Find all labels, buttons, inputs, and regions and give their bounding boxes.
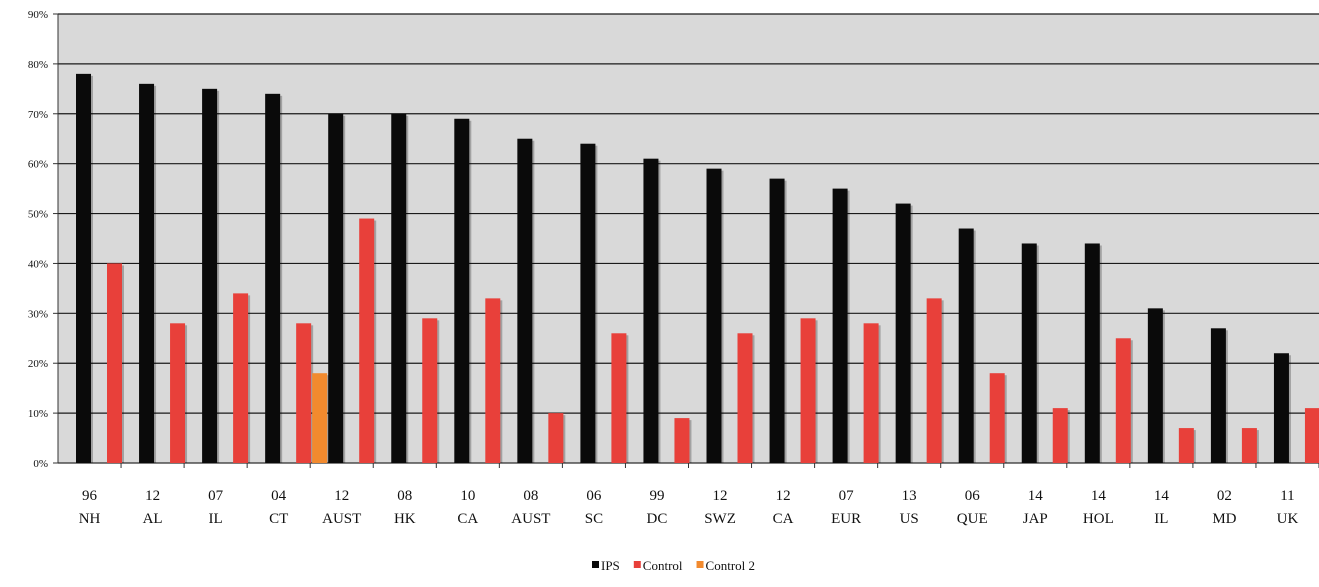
x-label-year: 12 [713, 488, 728, 504]
bar-control [170, 323, 186, 463]
legend-swatch [696, 561, 704, 568]
x-label-site: US [900, 511, 919, 527]
bar-ips [832, 188, 848, 463]
x-label-year: 12 [776, 488, 791, 504]
x-label-site: IL [1154, 511, 1168, 527]
bar-ips [391, 113, 407, 464]
x-label-site: AUST [322, 511, 361, 527]
y-tick-label: 20% [28, 358, 48, 370]
legend-label: IPS [601, 558, 620, 573]
x-label-site: CT [269, 511, 288, 527]
bar-control [485, 298, 501, 463]
bar-control [233, 293, 249, 463]
x-label-site: UK [1277, 511, 1299, 527]
x-label-site: HK [394, 511, 416, 527]
x-label-site: AUST [511, 511, 550, 527]
x-label-site: IL [209, 511, 223, 527]
x-label-site: EUR [831, 511, 861, 527]
bar-control [989, 373, 1005, 463]
bar-control [611, 333, 627, 463]
bar-control-2 [312, 373, 328, 463]
x-label-site: CA [457, 511, 478, 527]
x-label-year: 06 [586, 488, 602, 504]
x-label-year: 02 [1217, 488, 1232, 504]
bar-control [1304, 408, 1319, 463]
bar-control [1052, 408, 1068, 463]
legend-swatch [592, 561, 599, 568]
x-label-year: 10 [460, 488, 475, 504]
x-label-site: SC [585, 511, 603, 527]
x-label-site: DC [647, 511, 668, 527]
x-label-year: 14 [1091, 488, 1107, 504]
bar-ips [769, 178, 785, 463]
x-label-year: 14 [1028, 488, 1044, 504]
bar-ips [139, 83, 155, 463]
bar-control [737, 333, 753, 463]
bar-ips [265, 93, 281, 464]
x-label-year: 12 [145, 488, 160, 504]
x-label-site: AL [143, 511, 163, 527]
y-tick-label: 90% [28, 9, 48, 21]
x-label-site: SWZ [704, 511, 736, 527]
x-label-site: JAP [1023, 511, 1048, 527]
bar-control [422, 318, 438, 463]
bar-ips [706, 168, 722, 463]
y-tick-label: 0% [33, 458, 48, 470]
y-tick-label: 50% [28, 209, 48, 221]
bar-ips [580, 143, 596, 463]
x-label-year: 07 [208, 488, 224, 504]
y-tick-label: 10% [28, 408, 48, 420]
bar-ips [1021, 243, 1037, 463]
x-label-year: 08 [397, 488, 412, 504]
bar-control [863, 323, 879, 463]
bar-ips [958, 228, 974, 463]
legend-swatch [633, 561, 641, 568]
bar-ips [328, 113, 344, 464]
x-label-year: 08 [523, 488, 538, 504]
x-label-year: 06 [965, 488, 981, 504]
legend-label: Control [643, 558, 683, 573]
bar-control [1115, 338, 1131, 463]
bar-control [674, 418, 690, 463]
bar-control [800, 318, 816, 463]
bar-ips [1210, 328, 1226, 463]
x-label-site: HOL [1083, 511, 1114, 527]
y-tick-label: 70% [28, 109, 48, 121]
bar-ips [643, 158, 659, 463]
x-label-site: MD [1212, 511, 1236, 527]
bar-ips [202, 88, 218, 463]
x-label-year: 07 [839, 488, 855, 504]
x-label-year: 11 [1280, 488, 1294, 504]
x-label-site: CA [773, 511, 794, 527]
x-label-year: 14 [1154, 488, 1170, 504]
x-label-year: 96 [82, 488, 98, 504]
bar-ips [1147, 308, 1163, 463]
bar-ips [517, 138, 533, 463]
bar-ips [1273, 353, 1289, 463]
bar-control [1178, 428, 1194, 463]
x-label-year: 12 [334, 488, 349, 504]
bar-control [1241, 428, 1257, 463]
x-label-site: NH [79, 511, 101, 527]
y-tick-label: 60% [28, 159, 48, 171]
x-label-site: QUE [957, 511, 988, 527]
bar-ips [76, 73, 91, 463]
bar-ips [895, 203, 911, 464]
bar-control [359, 218, 375, 463]
legend-label: Control 2 [706, 558, 755, 573]
y-tick-label: 80% [28, 59, 48, 71]
bar-control [926, 298, 942, 463]
bar-ips [454, 118, 470, 464]
bar-control [548, 413, 564, 463]
bar-ips [1084, 243, 1100, 463]
y-tick-label: 40% [28, 258, 48, 270]
bar-control [107, 263, 122, 463]
bar-control [296, 323, 312, 463]
x-label-year: 04 [271, 488, 287, 504]
y-tick-label: 30% [28, 308, 48, 320]
x-label-year: 13 [902, 488, 917, 504]
x-label-year: 99 [649, 488, 664, 504]
